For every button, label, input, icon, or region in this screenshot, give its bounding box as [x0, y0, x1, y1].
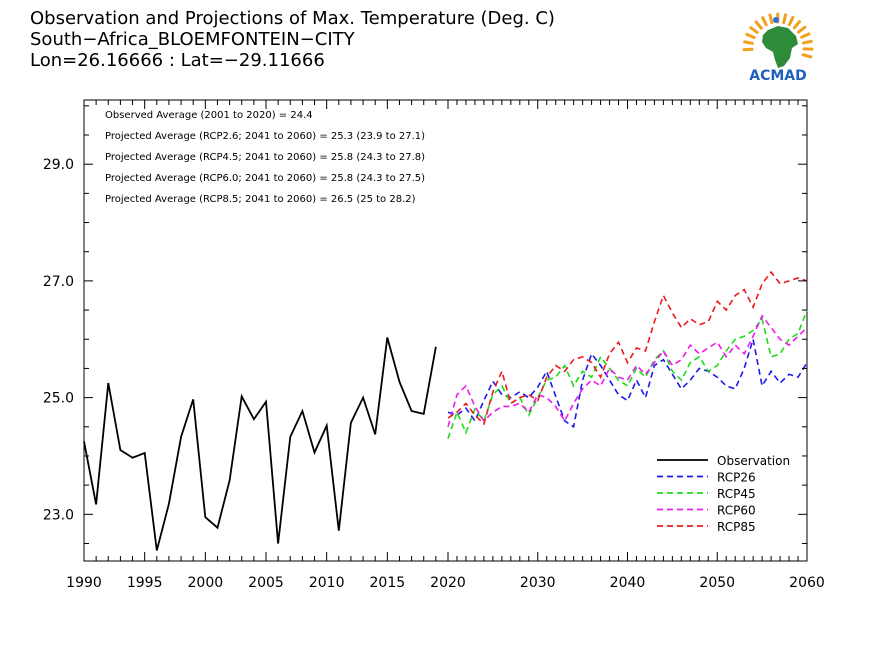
x-tick-label: 2005 — [248, 575, 284, 591]
title-block: Observation and Projections of Max. Temp… — [30, 8, 555, 71]
sun-ray — [761, 16, 768, 27]
x-tick-label: 2030 — [520, 575, 556, 591]
sun-ray — [792, 20, 801, 30]
sun-ray — [749, 26, 759, 34]
sun-ray — [787, 15, 795, 27]
chart-subtitle-location: South−Africa_BLOEMFONTEIN−CITY — [30, 29, 355, 50]
sun-ray — [801, 39, 813, 45]
chart-subtitle-coords: Lon=26.16666 : Lat=−29.11666 — [30, 50, 325, 71]
series-line-rcp60 — [447, 314, 808, 428]
legend-label-observation: Observation — [717, 454, 790, 468]
x-tick-label: 2010 — [309, 575, 345, 591]
x-tick-label: 2060 — [789, 575, 825, 591]
logo-text: ACMAD — [749, 68, 807, 84]
x-tick-label: 1990 — [66, 575, 102, 591]
average-annotation: Observed Average (2001 to 2020) = 24.4 — [105, 110, 313, 121]
sun-ray — [768, 13, 774, 25]
x-tick-label: 2000 — [188, 575, 224, 591]
average-annotation: Projected Average (RCP2.6; 2041 to 2060)… — [105, 131, 425, 142]
y-tick-label: 27.0 — [43, 274, 74, 290]
series-line-rcp85 — [447, 270, 808, 426]
sun-ray — [797, 25, 807, 34]
plot-frame — [83, 99, 808, 562]
sun-ray — [743, 40, 754, 45]
average-annotation: Projected Average (RCP8.5; 2041 to 2060)… — [105, 194, 416, 205]
x-tick-label: 2050 — [699, 575, 735, 591]
x-tick-label: 2015 — [370, 575, 406, 591]
sun-ray — [745, 32, 756, 40]
sun-ray — [800, 32, 811, 39]
legend-label-rcp60: RCP60 — [717, 504, 756, 518]
y-tick-label: 25.0 — [43, 391, 74, 407]
sun-ray — [782, 13, 787, 25]
x-tick-label: 2020 — [430, 575, 466, 591]
series-line-observation — [83, 337, 437, 551]
series-line-rcp26 — [447, 339, 808, 429]
x-tick-label: 2040 — [610, 575, 646, 591]
sun-ray — [754, 20, 763, 30]
legend-label-rcp45: RCP45 — [717, 487, 756, 501]
x-tick-label: 1995 — [127, 575, 163, 591]
average-annotation: Projected Average (RCP6.0; 2041 to 2060)… — [105, 173, 425, 184]
water-drop-icon — [773, 17, 779, 23]
legend-label-rcp85: RCP85 — [717, 520, 756, 534]
average-annotation: Projected Average (RCP4.5; 2041 to 2060)… — [105, 152, 425, 163]
africa-map-icon — [762, 26, 798, 68]
legend-label-rcp26: RCP26 — [717, 471, 756, 485]
y-tick-label: 23.0 — [43, 507, 74, 523]
series-line-rcp45 — [447, 309, 808, 439]
chart-title: Observation and Projections of Max. Temp… — [30, 8, 555, 29]
sun-ray — [801, 53, 813, 59]
y-tick-label: 29.0 — [43, 157, 74, 173]
acmad-logo: ACMAD — [738, 8, 818, 84]
